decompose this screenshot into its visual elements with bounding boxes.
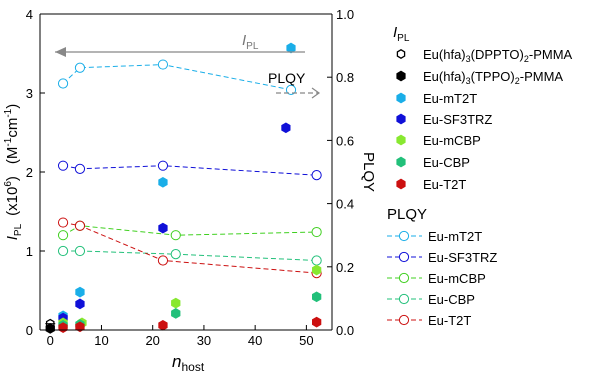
plqy-point — [57, 217, 69, 228]
y-left-axis-label-text: IPL(x106)(M-1cm-1) — [3, 104, 24, 240]
ipl-point — [75, 286, 85, 298]
plqy-point — [311, 170, 322, 181]
plqy-line — [63, 165, 317, 176]
plot-area — [45, 42, 322, 334]
legend-ipl-marker — [396, 178, 406, 190]
plqy-arrowhead — [311, 87, 321, 99]
ipl-point — [286, 42, 296, 54]
plqy-point — [170, 230, 181, 241]
y-left-tick-label: 3 — [26, 86, 33, 101]
legend-ipl-label: Eu-CBP — [423, 155, 470, 170]
legend-plqy-label: Eu-mCBP — [428, 271, 486, 286]
legend: IPL Eu(hfa)3(DPPTO)2-PMMA Eu(hfa)3(TPPO)2-… — [387, 24, 573, 328]
legend-plqy-label: Eu-T2T — [428, 313, 471, 328]
plqy-line — [62, 225, 317, 236]
ipl-point — [281, 122, 291, 134]
plqy-point — [74, 245, 86, 257]
y-left-tick-label: 1 — [26, 244, 33, 259]
plqy-point — [157, 255, 169, 266]
x-axis-label: nhost — [172, 352, 205, 374]
legend-plqy-marker — [398, 230, 410, 242]
plqy-line — [62, 64, 292, 91]
plqy-point — [74, 62, 86, 73]
ipl-point — [311, 316, 322, 328]
ipl-point — [311, 291, 322, 303]
ipl-point — [158, 222, 168, 234]
x-tick-label: 30 — [197, 333, 211, 348]
y-right-tick-label: 0.4 — [336, 197, 354, 212]
x-tick-label: 50 — [299, 333, 313, 348]
legend-ipl-label: Eu-SF3TRZ — [423, 112, 492, 127]
ipl-point — [158, 176, 168, 188]
ipl-point — [158, 319, 168, 331]
legend-plqy-marker — [398, 293, 410, 305]
x-tick-label: 40 — [248, 333, 262, 348]
legend-plqy-label: Eu-mT2T — [428, 229, 482, 244]
plqy-arrow-label: PLQY — [268, 70, 306, 86]
y-left-tick-label: 4 — [26, 7, 33, 22]
axes: 0 10 20 30 40 50 0 1 2 3 4 0.0 0.2 0.4 0.6 0.8 1.0 nhost I… — [3, 7, 377, 374]
legend-plqy-label: Eu-CBP — [428, 292, 475, 307]
legend-ipl-label: Eu-T2T — [423, 177, 466, 192]
ipl-point — [171, 297, 181, 309]
plqy-point — [170, 249, 181, 260]
legend-plqy-marker — [398, 272, 410, 284]
legend-ipl-marker — [396, 70, 406, 82]
ipl-arrowhead — [55, 47, 66, 57]
plqy-point — [157, 160, 169, 171]
plqy-line — [63, 222, 317, 274]
legend-ipl-marker — [396, 92, 406, 104]
plqy-point — [285, 84, 297, 95]
plqy-point — [74, 163, 86, 174]
ipl-point — [171, 308, 181, 319]
x-tick-label: 10 — [94, 333, 108, 348]
legend-ipl-label: Eu(hfa)3(DPPTO)2-PMMA — [423, 47, 573, 64]
x-axis-label-sub: host — [181, 360, 204, 374]
plqy-point — [74, 220, 86, 231]
y-right-tick-label: 0.8 — [336, 70, 354, 85]
x-tick-label: 20 — [145, 333, 159, 348]
plqy-point — [311, 255, 322, 266]
legend-ipl-marker — [396, 113, 406, 125]
legend-ipl-label: Eu-mT2T — [423, 91, 477, 106]
legend-plqy-marker — [398, 314, 410, 326]
plqy-point — [157, 59, 169, 70]
plqy-point — [57, 230, 69, 241]
y-left-tick-label: 0 — [26, 323, 33, 338]
ipl-point — [58, 322, 68, 333]
plqy-point — [311, 226, 322, 238]
legend-ipl-label: Eu(hfa)3(TPPO)2-PMMA — [423, 69, 563, 86]
ipl-point — [75, 321, 85, 333]
y-right-tick-label: 0.6 — [336, 133, 354, 148]
legend-plqy-header: PLQY — [387, 206, 427, 223]
x-tick-label: 0 — [47, 333, 54, 348]
plqy-line — [63, 250, 317, 261]
y-right-axis-label: PLQY — [360, 152, 377, 192]
y-left-tick-label: 2 — [26, 165, 33, 180]
legend-ipl-marker — [396, 156, 406, 168]
y-left-axis-label: IPL(x106)(M-1cm-1) — [3, 104, 24, 240]
plqy-point — [57, 78, 69, 89]
y-right-tick-label: 0.0 — [336, 323, 354, 338]
legend-ipl-header: IPL — [393, 24, 410, 44]
ipl-arrow-label: IPL — [242, 32, 259, 52]
legend-ipl-marker — [396, 134, 406, 146]
y-right-tick-label: 0.2 — [336, 260, 354, 275]
y-right-axis-label-text: PLQY — [360, 152, 377, 192]
legend-plqy-marker — [398, 251, 410, 263]
legend-ipl-label: Eu-mCBP — [423, 133, 481, 148]
legend-plqy-label: Eu-SF3TRZ — [428, 250, 497, 265]
y-right-tick-label: 1.0 — [336, 7, 354, 22]
plqy-point — [57, 245, 69, 257]
annotations: IPL PLQY — [55, 32, 321, 99]
legend-ipl-marker — [396, 49, 406, 59]
ipl-point — [75, 298, 85, 310]
plqy-point — [57, 160, 69, 171]
ipl-point — [311, 264, 322, 276]
